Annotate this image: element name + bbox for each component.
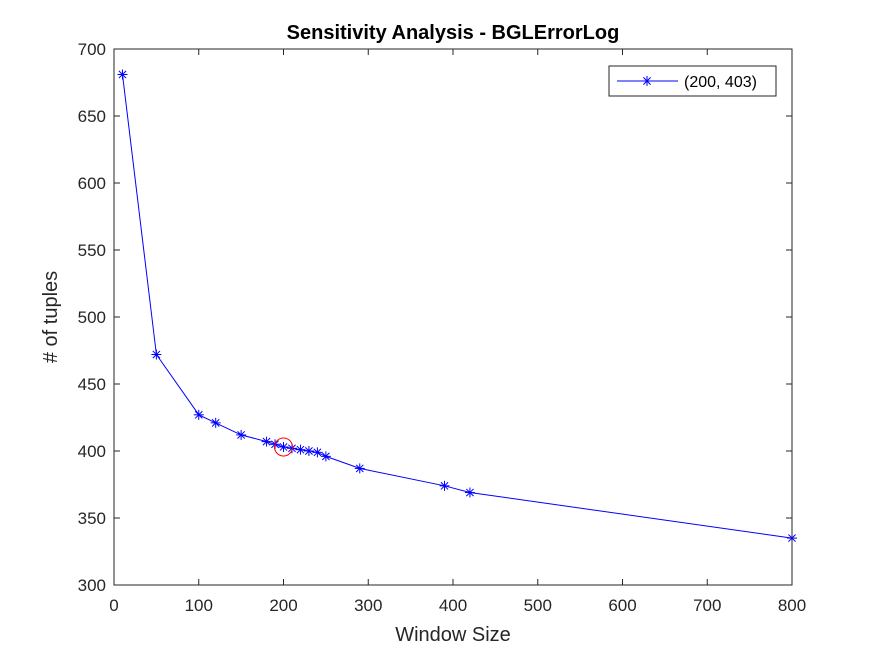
chart-title: Sensitivity Analysis - BGLErrorLog <box>287 22 620 44</box>
data-point-marker <box>320 451 331 462</box>
y-tick-label: 400 <box>78 442 106 461</box>
data-point-marker <box>295 444 306 455</box>
legend-label: (200, 403) <box>684 74 757 91</box>
y-tick-label: 300 <box>78 576 106 595</box>
data-point-marker <box>439 480 450 491</box>
y-tick-label: 650 <box>78 107 106 126</box>
data-point-marker <box>236 429 247 440</box>
x-tick-label: 700 <box>693 596 721 615</box>
x-tick-label: 0 <box>109 596 118 615</box>
legend: (200, 403) <box>608 65 777 97</box>
data-point-marker <box>261 436 272 447</box>
data-point-marker <box>354 463 365 474</box>
x-tick-label: 200 <box>269 596 297 615</box>
axes-box <box>113 48 793 586</box>
data-point-marker <box>278 441 289 452</box>
data-point-marker <box>117 69 128 80</box>
y-tick-label: 350 <box>78 509 106 528</box>
x-tick-label: 800 <box>778 596 806 615</box>
y-tick-label: 600 <box>78 174 106 193</box>
y-tick-label: 550 <box>78 241 106 260</box>
x-tick-label: 600 <box>608 596 636 615</box>
data-point-marker <box>210 417 221 428</box>
y-axis-label: # of tuples <box>40 271 62 363</box>
y-tick-label: 500 <box>78 308 106 327</box>
legend-marker-asterisk <box>642 76 652 86</box>
x-tick-label: 500 <box>524 596 552 615</box>
x-tick-label: 300 <box>354 596 382 615</box>
highlight-circle <box>274 437 293 457</box>
data-point-marker <box>464 487 475 498</box>
x-tick-label: 400 <box>439 596 467 615</box>
plot-area <box>114 49 792 585</box>
data-point-marker <box>303 446 314 456</box>
data-point-marker <box>312 447 323 458</box>
y-tick-label: 450 <box>78 375 106 394</box>
y-tick-label: 700 <box>78 40 106 59</box>
series-layer <box>117 69 797 544</box>
x-axis-label: Window Size <box>395 624 511 646</box>
legend-marker-star <box>642 76 652 86</box>
data-point-marker <box>151 349 162 360</box>
ticks-layer: 0 100 200 300 400 500 600 700 800 300 350 400 450 500… <box>78 40 807 615</box>
x-tick-label: 100 <box>185 596 213 615</box>
data-point-marker <box>193 409 204 420</box>
